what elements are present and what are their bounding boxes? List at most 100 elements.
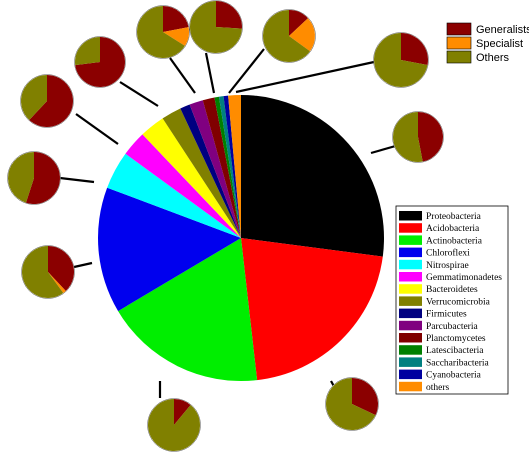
legend-label-others: Others xyxy=(476,52,510,64)
connector-line xyxy=(59,176,95,184)
connector-line xyxy=(119,81,159,107)
legend-swatch-proteobacteria xyxy=(399,211,422,221)
legend-label-nitrospirae: Nitrospirae xyxy=(426,261,469,271)
outcome-pie-2 xyxy=(325,377,379,431)
legend-label-actinobacteria: Actinobacteria xyxy=(426,236,483,246)
legend-swatch-acidobacteria xyxy=(399,223,422,233)
outcome-pie-7 xyxy=(74,36,126,88)
legend-phyla: Proteobacteria Acidobacteria Actinobacte… xyxy=(395,205,509,395)
legend-swatch-specialist xyxy=(446,36,472,50)
legend-label-phyla-others: others xyxy=(426,383,450,393)
outcome-pie-10-slice-others xyxy=(263,10,311,63)
outcome-pie-9-slice-others xyxy=(190,1,242,53)
outcome-pie-4 xyxy=(21,245,75,299)
main-pie-slice-proteobacteria xyxy=(241,95,384,257)
outcome-pie-4-slice-specialist xyxy=(48,272,66,294)
legend-label-verrucomicrobia: Verrucomicrobia xyxy=(426,297,491,307)
outcome-pie-1-slice-generalists xyxy=(418,112,443,162)
outcome-pie-10-slice-specialist xyxy=(289,18,316,52)
outcome-pie-5-slice-generalists xyxy=(25,152,61,205)
connector-line xyxy=(169,57,196,94)
legend-swatch-firmicutes xyxy=(399,308,422,319)
outcome-pie-8-slice-generalists xyxy=(163,6,189,32)
legend-swatch-verrucomicrobia xyxy=(399,296,422,306)
outcome-pie-6-slice-generalists xyxy=(29,75,74,128)
outcome-pie-6-slice-others xyxy=(21,75,47,120)
main-pie-slice-saccharibacteria xyxy=(218,96,241,238)
legend-swatch-parcubacteria xyxy=(399,320,422,331)
legend-swatch-chloroflexi xyxy=(399,247,422,258)
main-pie-slice-planctomycetes xyxy=(202,97,241,239)
main-pie-slice-verrucomicrobia xyxy=(162,108,241,238)
outcome-pie-9 xyxy=(189,0,243,54)
outcome-pie-7-slice-others xyxy=(74,37,100,66)
main-pie-slice-acidobacteria xyxy=(241,238,383,381)
legend-swatch-generalists xyxy=(446,22,472,36)
legend-label-specialist: Specialist xyxy=(476,38,523,50)
legend-label-acidobacteria: Acidobacteria xyxy=(426,224,480,234)
main-pie-slice-others xyxy=(228,95,241,238)
legend-label-bacteroidetes: Bacteroidetes xyxy=(426,285,478,295)
connector-line xyxy=(73,261,93,269)
legend-label-parcubacteria: Parcubacteria xyxy=(426,322,478,332)
outcome-pie-8-slice-others xyxy=(137,6,185,58)
outcome-pie-4-slice-generalists xyxy=(48,246,75,291)
legend-label-gemmatimonadetes: Gemmatimonadetes xyxy=(426,273,502,283)
outcome-pie-10 xyxy=(262,9,316,63)
main-pie-slice-latescibacteria xyxy=(214,96,241,239)
connector-line xyxy=(235,60,375,94)
legend-swatch-gemmatimonadetes xyxy=(399,272,422,282)
legend-label-proteobacteria: Proteobacteria xyxy=(426,212,482,222)
outcome-pie-5-slice-others xyxy=(8,152,35,203)
outcome-pie-4-slice-others xyxy=(22,246,64,298)
legend-swatch-saccharibacteria xyxy=(399,357,422,367)
main-pie-slice-nitrospirae xyxy=(107,153,242,238)
outcome-pie-8-slice-specialist xyxy=(163,27,189,46)
legend-swatch-planctomycetes xyxy=(399,333,422,343)
connector-line xyxy=(204,52,216,94)
outcome-pie-9-slice-generalists xyxy=(216,1,242,29)
legend-outcome: Generalists Specialist Others xyxy=(446,22,529,64)
legend-label-chloroflexi: Chloroflexi xyxy=(426,248,470,259)
legend-label-planctomycetes: Planctomycetes xyxy=(426,334,486,344)
legend-label-saccharibacteria: Saccharibacteria xyxy=(426,358,490,368)
legend-swatch-actinobacteria xyxy=(399,235,422,245)
main-pie-slice-bacteroidetes xyxy=(142,118,241,238)
outcome-pie-1-slice-others xyxy=(392,112,423,162)
outcome-pie-3-slice-generalists xyxy=(174,399,191,425)
main-pie xyxy=(98,95,384,381)
connector-line xyxy=(75,113,119,145)
legend-label-cyanobacteria: Cyanobacteria xyxy=(426,371,482,381)
main-pie-slice-chloroflexi xyxy=(98,187,241,312)
legend-label-latescibacteria: Latescibacteria xyxy=(426,346,484,356)
outcome-pie-10-slice-generalists xyxy=(289,10,308,36)
legend-label-generalists: Generalists xyxy=(476,24,529,36)
outcome-pie-11 xyxy=(373,32,429,88)
legend-swatch-others xyxy=(399,381,422,392)
main-pie-slice-cyanobacteria xyxy=(223,95,241,238)
outcome-pie-3 xyxy=(147,398,201,452)
outcome-pie-2-slice-generalists xyxy=(352,378,379,416)
main-pie-slice-actinobacteria xyxy=(118,238,258,381)
legend-swatch-others xyxy=(446,50,472,64)
outcome-pie-2-slice-others xyxy=(326,378,376,430)
legend-swatch-bacteroidetes xyxy=(399,284,422,294)
outcome-pie-1 xyxy=(392,111,444,163)
outcome-pie-5 xyxy=(7,151,61,205)
legend-swatch-cyanobacteria xyxy=(399,369,422,380)
legend-swatch-nitrospirae xyxy=(399,259,422,270)
connector-line xyxy=(228,48,265,94)
outcome-pie-8 xyxy=(136,5,190,59)
legend-swatch-latescibacteria xyxy=(399,345,422,355)
outcome-pie-7-slice-generalists xyxy=(75,37,125,87)
small-pies xyxy=(7,0,444,452)
main-pie-slice-gemmatimonadetes xyxy=(125,134,241,238)
main-pie-slice-parcubacteria xyxy=(189,100,241,238)
connector-lines xyxy=(59,48,400,398)
outcome-pie-3-slice-others xyxy=(148,399,200,451)
outcome-pie-11-slice-others xyxy=(373,33,428,87)
outcome-pie-11-slice-generalists xyxy=(401,33,428,66)
legend-label-firmicutes: Firmicutes xyxy=(426,310,467,320)
